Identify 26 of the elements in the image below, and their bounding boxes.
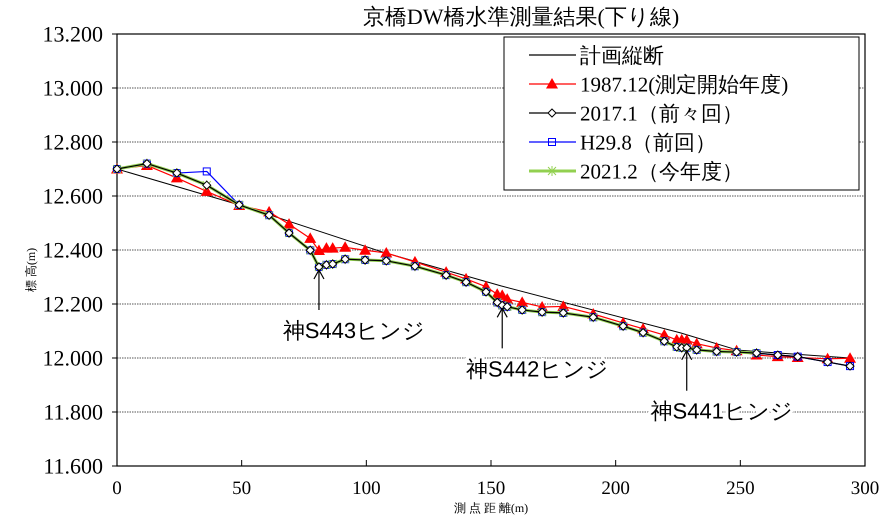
x-tick-label: 250 — [726, 478, 755, 499]
x-tick-label: 300 — [850, 478, 880, 499]
legend-label: 2017.1（前々回） — [580, 101, 743, 126]
y-tick-label: 12.600 — [42, 184, 103, 209]
y-tick-label: 12.200 — [42, 292, 103, 317]
y-tick-label: 13.000 — [42, 76, 103, 101]
chart-title: 京橋DW橋水準測量結果(下り線) — [362, 4, 680, 29]
x-axis-title: 測 点 距 離(m) — [454, 501, 528, 515]
x-tick-label: 200 — [601, 478, 630, 499]
legend-label: 計画縦断 — [580, 43, 664, 68]
y-tick-label: 11.800 — [43, 400, 103, 425]
y-tick-label: 12.800 — [42, 130, 103, 155]
y-axis-title: 標 高(m) — [24, 248, 38, 292]
y-tick-label: 12.400 — [42, 238, 103, 263]
annotation: 神S442ヒンジ — [466, 356, 608, 382]
x-tick-label: 50 — [232, 478, 252, 499]
legend-label: 1987.12(測定開始年度) — [580, 72, 788, 96]
x-tick-label: 100 — [352, 478, 381, 499]
y-tick-label: 13.200 — [42, 22, 103, 47]
legend-label: 2021.2（今年度） — [580, 159, 743, 184]
y-tick-label: 11.600 — [43, 454, 103, 479]
x-tick-label: 0 — [112, 478, 122, 499]
annotation: 神S443ヒンジ — [282, 318, 426, 344]
y-tick-label: 12.000 — [42, 346, 103, 371]
legend-label: H29.8（前回） — [580, 130, 716, 154]
x-tick-label: 150 — [476, 478, 506, 499]
